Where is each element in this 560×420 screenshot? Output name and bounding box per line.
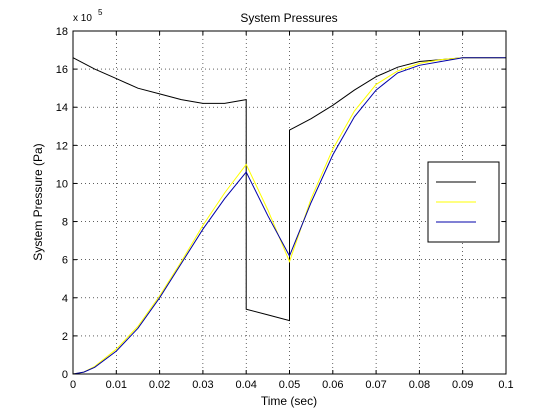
y-tick-label: 12 xyxy=(56,140,68,152)
legend xyxy=(427,161,500,243)
y-tick-label: 6 xyxy=(62,255,68,267)
tick-layer: 0 0.01 0.02 0.03 0.04 0.05 0.06 0.07 0.08 0.09 0.1… xyxy=(56,26,514,391)
legend-entries xyxy=(436,181,476,223)
y-tick-label: 0 xyxy=(62,369,68,381)
x-tick-label: 0.06 xyxy=(322,379,343,391)
series-layer xyxy=(72,57,506,375)
y-tick-label: 18 xyxy=(56,26,68,38)
x-tick-label: 0 xyxy=(70,379,76,391)
x-tick-label: 0.04 xyxy=(235,379,256,391)
x-tick-label: 0.01 xyxy=(106,379,127,391)
x-tick-label: 0.08 xyxy=(409,379,430,391)
series-line-blue xyxy=(72,57,506,375)
x-tick-label: 0.02 xyxy=(149,379,170,391)
y-tick-label: 2 xyxy=(62,331,68,343)
x-tick-label: 0.09 xyxy=(452,379,473,391)
x-tick-label: 0.03 xyxy=(192,379,213,391)
series-line-black xyxy=(72,57,506,322)
y-tick-label: 8 xyxy=(62,217,68,229)
x-tick-label: 0.1 xyxy=(498,379,513,391)
y-axis-multiplier: x 10 xyxy=(73,13,92,24)
chart-title: System Pressures xyxy=(240,11,337,25)
x-tick-label: 0.05 xyxy=(279,379,300,391)
y-tick-label: 14 xyxy=(56,102,68,114)
y-axis-label: System Pressure (Pa) xyxy=(31,143,45,260)
x-axis-label: Time (sec) xyxy=(261,394,317,408)
x-tick-label: 0.07 xyxy=(365,379,386,391)
y-axis-multiplier-exponent: 5 xyxy=(98,8,103,17)
y-tick-label: 16 xyxy=(56,64,68,76)
y-tick-label: 10 xyxy=(56,178,68,190)
y-tick-label: 4 xyxy=(62,293,68,305)
